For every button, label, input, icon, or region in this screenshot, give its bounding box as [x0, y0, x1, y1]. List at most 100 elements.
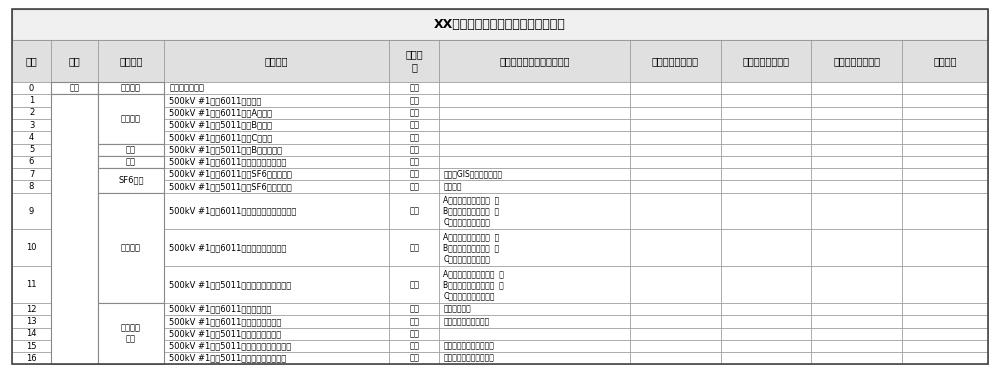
Bar	[12, 107, 51, 119]
Bar	[902, 82, 988, 94]
Bar	[389, 82, 439, 94]
Text: 异常: 异常	[409, 329, 419, 338]
Bar	[902, 107, 988, 119]
Bar	[902, 340, 988, 352]
Text: 500kV #1主变6011开关A相位置: 500kV #1主变6011开关A相位置	[169, 108, 272, 117]
Text: 异常: 异常	[409, 243, 419, 252]
Text: 照明、加热电源空开分间: 照明、加热电源空开分间	[443, 354, 494, 363]
Text: 异常: 异常	[409, 342, 419, 350]
Bar	[164, 131, 389, 144]
Text: 变位: 变位	[409, 108, 419, 117]
Bar	[164, 144, 389, 156]
Bar	[811, 266, 902, 303]
Bar	[439, 193, 630, 229]
Bar	[630, 352, 721, 364]
Bar	[630, 144, 721, 156]
Bar	[721, 131, 811, 144]
Text: 全站事故总信号: 全站事故总信号	[169, 84, 204, 93]
Bar	[630, 266, 721, 303]
Bar	[439, 327, 630, 340]
Bar	[902, 327, 988, 340]
Bar	[811, 303, 902, 315]
Bar	[12, 180, 51, 193]
Bar	[51, 180, 98, 193]
Bar	[12, 303, 51, 315]
Bar	[439, 315, 630, 327]
Bar	[811, 94, 902, 107]
Bar	[51, 107, 98, 119]
Text: 调试人员（签字）: 调试人员（签字）	[652, 56, 699, 66]
Bar	[51, 82, 98, 94]
Bar	[721, 107, 811, 119]
Bar	[51, 131, 98, 144]
Text: 16: 16	[26, 354, 37, 363]
Bar	[98, 168, 164, 180]
Text: 500kV #1主变5011开关机构储能电机故障: 500kV #1主变5011开关机构储能电机故障	[169, 342, 292, 350]
Bar	[439, 131, 630, 144]
Bar	[439, 40, 630, 82]
Bar	[811, 327, 902, 340]
Bar	[12, 168, 51, 180]
Text: 信息描述: 信息描述	[265, 56, 288, 66]
Bar	[164, 315, 389, 327]
Bar	[12, 266, 51, 303]
Text: 异常: 异常	[409, 317, 419, 326]
Text: 全站: 全站	[69, 84, 79, 93]
Bar	[389, 193, 439, 229]
Text: 500kV #1主变5011开关机构加热器故障: 500kV #1主变5011开关机构加热器故障	[169, 354, 287, 363]
Bar	[630, 107, 721, 119]
Text: 位置状态: 位置状态	[121, 114, 141, 124]
Bar	[630, 131, 721, 144]
Text: 异常: 异常	[409, 170, 419, 179]
Text: 2: 2	[29, 108, 34, 117]
Text: 7: 7	[29, 170, 34, 179]
Text: 500kV #1主变6011开关SF6气压低告警: 500kV #1主变6011开关SF6气压低告警	[169, 170, 292, 179]
Bar	[98, 94, 164, 107]
Bar	[98, 352, 164, 364]
Text: 500kV #1主变5011开关B相位置: 500kV #1主变5011开关B相位置	[169, 121, 272, 130]
Text: 液压机构: 液压机构	[121, 243, 141, 252]
Bar	[12, 327, 51, 340]
Bar	[98, 193, 164, 229]
Bar	[12, 156, 51, 168]
Bar	[389, 119, 439, 131]
Bar	[164, 82, 389, 94]
Bar	[439, 168, 630, 180]
Bar	[389, 340, 439, 352]
Bar	[12, 229, 51, 266]
Text: 8: 8	[29, 182, 34, 191]
Bar	[630, 168, 721, 180]
Bar	[164, 94, 389, 107]
Bar	[630, 340, 721, 352]
Text: 4: 4	[29, 133, 34, 142]
Text: 闸辅: 闸辅	[126, 145, 136, 154]
Text: 10: 10	[26, 243, 37, 252]
Bar	[721, 193, 811, 229]
Bar	[811, 119, 902, 131]
Bar	[439, 156, 630, 168]
Bar	[12, 119, 51, 131]
Bar	[630, 327, 721, 340]
Text: XX变站内后台信息验收点表（通信）: XX变站内后台信息验收点表（通信）	[434, 18, 566, 31]
Bar	[164, 119, 389, 131]
Bar	[902, 168, 988, 180]
Text: 异常: 异常	[409, 182, 419, 191]
Text: A相油压低分闸总闭锁  或
B相油压低分闸总闭锁  或
C相油压低分闸总闭锁: A相油压低分闸总闭锁 或 B相油压低分闸总闭锁 或 C相油压低分闸总闭锁	[443, 195, 500, 226]
Bar	[630, 40, 721, 82]
Bar	[12, 193, 51, 229]
Bar	[630, 303, 721, 315]
Bar	[811, 107, 902, 119]
Text: 告知: 告知	[409, 305, 419, 314]
Bar	[439, 144, 630, 156]
Bar	[439, 82, 630, 94]
Bar	[902, 266, 988, 303]
Bar	[721, 119, 811, 131]
Bar	[51, 94, 98, 107]
Text: 电机过流打压超时信号: 电机过流打压超时信号	[443, 317, 490, 326]
Bar	[389, 94, 439, 107]
Bar	[439, 340, 630, 352]
Bar	[164, 180, 389, 193]
Bar	[12, 9, 988, 40]
Bar	[721, 180, 811, 193]
Bar	[721, 315, 811, 327]
